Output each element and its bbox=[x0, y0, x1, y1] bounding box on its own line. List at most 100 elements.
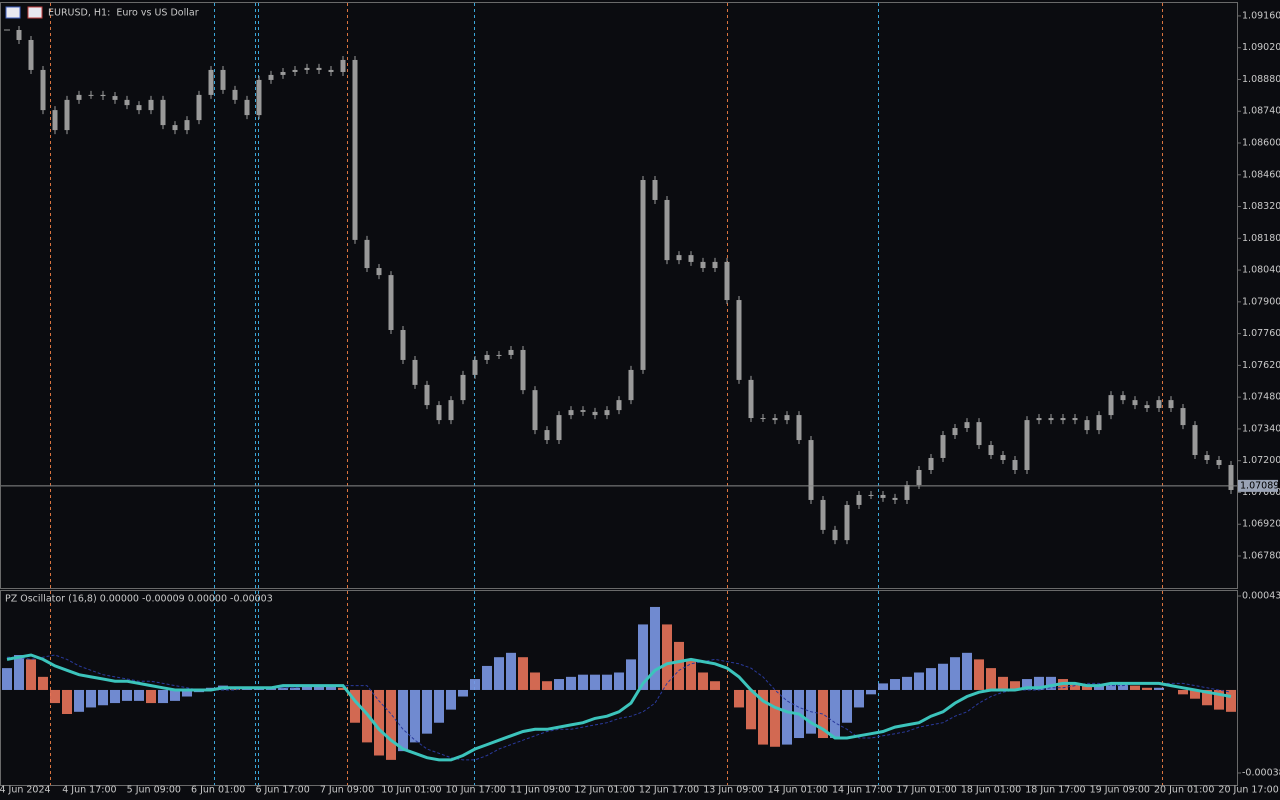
y-tick-label: 1.06920 bbox=[1242, 519, 1280, 530]
candle bbox=[1060, 418, 1066, 421]
histogram-bar bbox=[2, 668, 12, 690]
candle bbox=[1120, 395, 1126, 401]
candle bbox=[388, 275, 394, 330]
candle bbox=[892, 497, 898, 500]
icon-trade[interactable] bbox=[27, 6, 43, 19]
histogram-bar bbox=[566, 676, 576, 690]
histogram-bar bbox=[1178, 689, 1188, 695]
histogram-bar bbox=[374, 689, 384, 756]
candle bbox=[484, 354, 490, 360]
current-price-box bbox=[1238, 479, 1278, 492]
histogram-bar bbox=[590, 674, 600, 690]
histogram-bar bbox=[854, 689, 864, 708]
candle bbox=[136, 105, 142, 111]
candle bbox=[556, 415, 562, 441]
x-tick-label: 13 Jun 09:00 bbox=[703, 785, 763, 796]
candle bbox=[1000, 455, 1006, 461]
histogram-bar bbox=[614, 672, 624, 690]
histogram-bar bbox=[326, 685, 336, 690]
histogram-bar bbox=[386, 689, 396, 760]
x-tick-label: 6 Jun 01:00 bbox=[191, 785, 245, 796]
histogram-bar bbox=[146, 689, 156, 704]
histogram-bar bbox=[1010, 681, 1020, 690]
histogram-bar bbox=[758, 689, 768, 745]
candle bbox=[724, 261, 730, 301]
candle bbox=[784, 415, 790, 421]
candle bbox=[400, 329, 406, 360]
icon-menu[interactable] bbox=[5, 6, 21, 19]
histogram-bar bbox=[398, 689, 408, 752]
histogram-bar bbox=[410, 689, 420, 743]
candle bbox=[1048, 418, 1054, 421]
histogram-bar bbox=[674, 641, 684, 690]
indicator-title: PZ Oscillator (16,8) 0.00000 -0.00009 0.… bbox=[5, 594, 273, 605]
histogram-bar bbox=[98, 689, 108, 706]
histogram-bar bbox=[890, 679, 900, 690]
histogram-bar bbox=[1202, 689, 1212, 706]
candle bbox=[904, 484, 910, 500]
y-tick-label: 1.06780 bbox=[1242, 551, 1280, 562]
histogram-bar bbox=[710, 681, 720, 690]
histogram-bar bbox=[734, 689, 744, 708]
x-tick-label: 18 Jun 01:00 bbox=[961, 785, 1021, 796]
candle bbox=[964, 422, 970, 429]
x-tick-label: 7 Jun 09:00 bbox=[320, 785, 374, 796]
candle bbox=[208, 69, 214, 95]
histogram-bar bbox=[650, 606, 660, 690]
candle bbox=[268, 74, 274, 80]
candle bbox=[112, 96, 118, 100]
candle bbox=[88, 94, 94, 96]
histogram-bar bbox=[170, 689, 180, 701]
candle bbox=[712, 261, 718, 269]
candle bbox=[184, 120, 190, 131]
candle bbox=[172, 125, 178, 131]
y-tick-label: 1.08040 bbox=[1242, 265, 1280, 276]
x-tick-label: 19 Jun 09:00 bbox=[1090, 785, 1150, 796]
candle bbox=[940, 435, 946, 458]
candle bbox=[988, 445, 994, 456]
histogram-bar bbox=[518, 657, 528, 690]
histogram-bar bbox=[1226, 689, 1236, 712]
candle bbox=[352, 59, 358, 240]
histogram-bar bbox=[482, 665, 492, 690]
histogram-bar bbox=[878, 683, 888, 690]
toolbar-icons[interactable] bbox=[5, 6, 43, 19]
histogram-bar bbox=[506, 652, 516, 690]
candle bbox=[628, 369, 634, 401]
candle bbox=[244, 99, 250, 116]
candle bbox=[976, 422, 982, 446]
candle bbox=[592, 411, 598, 416]
candle bbox=[148, 99, 154, 111]
candle bbox=[40, 69, 46, 111]
histogram-bar bbox=[530, 672, 540, 690]
histogram-bar bbox=[1214, 689, 1224, 710]
histogram-bar bbox=[1190, 689, 1200, 699]
y-tick-label: 1.07060 bbox=[1242, 487, 1280, 498]
y-tick-label: 1.08460 bbox=[1242, 169, 1280, 180]
candle bbox=[1096, 415, 1102, 431]
histogram-bar bbox=[290, 687, 300, 690]
candle bbox=[688, 255, 694, 262]
candle bbox=[532, 390, 538, 431]
histogram-bar bbox=[14, 655, 24, 690]
y-tick-label: 1.08320 bbox=[1242, 201, 1280, 212]
candle bbox=[832, 529, 838, 541]
candle bbox=[496, 354, 502, 356]
y-tick-label: 1.08180 bbox=[1242, 233, 1280, 244]
y-tick-label: 1.09160 bbox=[1242, 10, 1280, 21]
candle bbox=[1180, 408, 1186, 426]
histogram-bar bbox=[350, 689, 360, 723]
candle bbox=[820, 499, 826, 530]
candle bbox=[916, 470, 922, 485]
y-tick-label: 1.07480 bbox=[1242, 392, 1280, 403]
histogram-bar bbox=[494, 657, 504, 690]
candle bbox=[640, 179, 646, 370]
candle bbox=[436, 405, 442, 421]
histogram-bar bbox=[158, 689, 168, 704]
candle bbox=[580, 410, 586, 412]
candle bbox=[52, 110, 58, 131]
session-lines bbox=[50, 3, 1163, 785]
y-tick-label: 0.00043 bbox=[1242, 591, 1280, 602]
histogram-bar bbox=[134, 689, 144, 701]
histogram-bar bbox=[746, 689, 756, 730]
